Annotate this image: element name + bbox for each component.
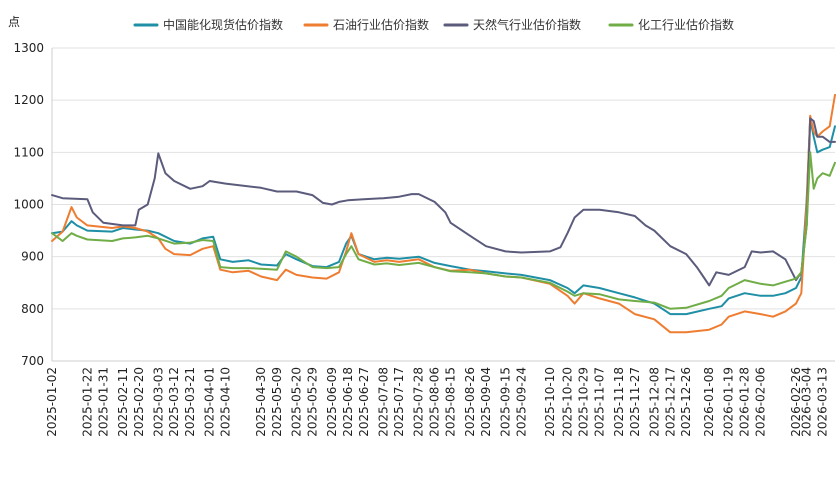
x-tick-label: 2025-11-27	[628, 367, 642, 437]
x-tick-label: 2025-03-12	[167, 367, 181, 437]
y-tick-label: 900	[21, 250, 44, 264]
x-tick-label: 2025-10-20	[561, 367, 575, 437]
x-tick-label: 2026-03-04	[800, 367, 814, 437]
x-tick-label: 2025-11-07	[592, 367, 606, 437]
x-tick-label: 2026-02-06	[754, 367, 768, 437]
legend-item-label: 中国能化现货估价指数	[163, 17, 283, 32]
y-tick-label: 1000	[13, 198, 44, 212]
x-tick-label: 2025-11-18	[612, 367, 626, 437]
legend-item-label: 石油行业估价指数	[333, 17, 429, 32]
x-tick-label: 2025-08-06	[428, 367, 442, 437]
x-tick-label: 2025-01-22	[80, 367, 94, 437]
series-line-0	[51, 117, 836, 316]
x-tick-label: 2025-12-17	[663, 367, 677, 437]
x-tick-label: 2025-05-29	[305, 367, 319, 437]
x-tick-label: 2026-01-08	[702, 367, 716, 437]
x-tick-label: 2026-01-28	[738, 367, 752, 437]
x-tick-label: 2025-07-28	[412, 367, 426, 437]
y-axis: 700 800 900 1000 1100 1200 1300	[13, 41, 53, 368]
series-line-3	[51, 151, 836, 310]
x-tick-label: 2025-05-09	[270, 367, 284, 437]
x-tick-label: 2025-02-11	[116, 367, 130, 437]
x-tick-label: 2025-09-24	[514, 367, 528, 437]
series-line-1	[51, 93, 836, 334]
x-tick-label: 2025-05-20	[289, 367, 303, 437]
x-tick-label: 2025-06-27	[357, 367, 371, 437]
y-axis-unit-label: 点	[8, 15, 20, 29]
x-tick-label: 2025-04-01	[203, 367, 217, 437]
x-tick-label: 2025-01-31	[96, 367, 110, 437]
x-tick-label: 2025-02-20	[132, 367, 146, 437]
x-tick-label: 2025-09-04	[479, 367, 493, 437]
x-tick-label: 2025-07-08	[376, 367, 390, 437]
x-tick-label: 2025-01-02	[45, 367, 59, 437]
x-tick-label: 2025-06-09	[325, 367, 339, 437]
x-axis: 2025-01-02 2025-01-22 2025-01-31 2025-02-11…	[45, 360, 835, 437]
x-tick-label: 2026-01-19	[722, 367, 736, 437]
x-tick-label: 2025-10-29	[576, 367, 590, 437]
x-tick-label: 2025-10-10	[543, 367, 557, 437]
y-tick-label: 1200	[13, 93, 44, 107]
x-tick-label: 2025-08-26	[463, 367, 477, 437]
x-tick-label: 2025-12-26	[679, 367, 693, 437]
x-tick-label: 2025-12-08	[647, 367, 661, 437]
grid-lines	[52, 47, 835, 362]
x-tick-label: 2025-04-30	[254, 367, 268, 437]
x-tick-label: 2025-04-10	[219, 367, 233, 437]
x-tick-label: 2025-03-21	[183, 367, 197, 437]
y-tick-label: 800	[21, 302, 44, 316]
y-tick-label: 700	[21, 354, 44, 368]
x-tick-label: 2026-03-13	[816, 367, 830, 437]
x-tick-label: 2025-08-15	[444, 367, 458, 437]
series-line-2	[51, 117, 836, 287]
legend: 中国能化现货估价指数 石油行业估价指数 天然气行业估价指数 化工行业估价指数	[133, 17, 734, 32]
legend-item-label: 化工行业估价指数	[638, 17, 734, 32]
y-tick-label: 1300	[13, 41, 44, 55]
legend-item-label: 天然气行业估价指数	[473, 17, 581, 32]
x-tick-label: 2025-09-15	[499, 367, 513, 437]
y-tick-label: 1100	[13, 145, 44, 159]
x-tick-label: 2025-07-17	[392, 367, 406, 437]
x-tick-label: 2025-06-18	[341, 367, 355, 437]
series-lines	[51, 93, 836, 334]
x-tick-label: 2025-03-03	[151, 367, 165, 437]
x-tick-label: 2026-02-26	[789, 367, 803, 437]
